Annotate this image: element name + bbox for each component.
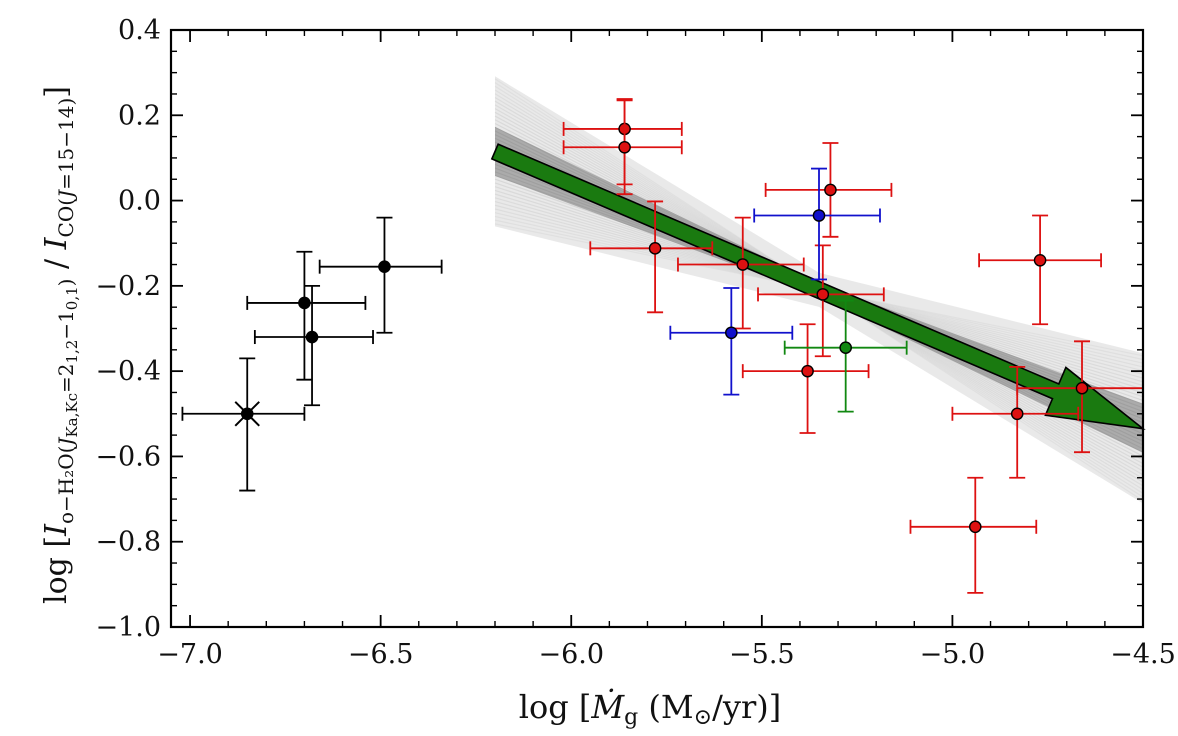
y-tick-label: 0.2 [118,100,161,131]
x-tick-label: −6.0 [538,639,604,670]
point-marker [305,330,319,344]
axis-ticks: −7.0 −6.5 −6.0 −5.5 −5.0 −4.5 0.4 0.2 0.0 −0.2 −0.… [95,15,1175,670]
point-marker [816,288,830,301]
data-points [181,98,1144,594]
data-point-black [246,250,367,381]
point-marker [824,183,837,197]
point-marker [648,242,662,255]
point-marker [1075,381,1089,395]
x-tick-label: −5.5 [729,639,795,670]
point-marker [736,258,750,271]
point-marker [378,260,391,273]
data-point-black [253,284,374,407]
point-marker [298,296,311,310]
point-marker [968,520,982,534]
y-axis-label: log [Io−H₂O(JKa,Kc=21,2−10,1) / ICO(J=15… [39,86,81,604]
data-point-red [589,200,714,314]
data-point-red [562,99,683,196]
data-point-black [318,216,443,334]
y-tick-label: −0.4 [95,356,161,387]
data-point-blue [753,167,881,281]
data-point-red [757,244,885,358]
data-point-red [909,476,1038,594]
data-point-green [783,299,908,413]
point-marker [812,209,826,222]
point-marker [801,364,814,378]
data-point-red [677,216,805,330]
y-tick-label: −0.2 [95,271,161,302]
point-marker [839,341,852,354]
x-tick-label: −5.0 [920,639,986,670]
point-marker [618,140,631,154]
y-tick-label: −1.0 [95,612,161,643]
y-tick-label: −0.8 [95,527,161,558]
x-tick-label: −6.5 [348,639,414,670]
x-axis-label: log [Ṁg (M⊙/yr)] [519,688,781,730]
data-point-blue [669,287,794,396]
x-tick-label: −7.0 [157,639,223,670]
point-marker [1010,407,1024,421]
y-tick-label: 0.4 [118,15,161,46]
data-point-red [1016,340,1144,454]
trend-arrow [490,143,1146,430]
data-point-black [181,357,306,492]
data-point-red [741,323,870,434]
point-marker [240,407,254,421]
y-tick-label: 0.0 [118,186,161,217]
trend-arrow-shape [490,143,1146,430]
data-point-red [764,142,893,238]
x-tick-label: −4.5 [1110,639,1176,670]
point-marker [725,326,738,340]
data-point-red [978,214,1102,326]
point-marker [1033,253,1047,267]
y-tick-label: −0.6 [95,441,161,472]
